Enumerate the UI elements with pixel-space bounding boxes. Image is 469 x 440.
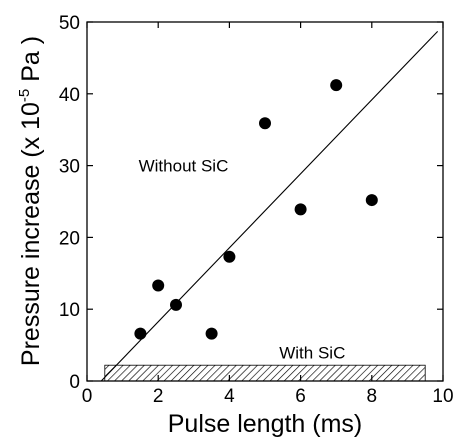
y-tick-label: 40 [59,85,80,106]
x-tick-label: 2 [153,386,164,407]
x-tick-label: 6 [295,386,306,407]
trend-line [100,30,439,382]
y-axis-title-exponent: -5 [16,89,33,102]
with-sic-hatched-band [104,364,426,382]
y-tick-label: 10 [59,300,80,321]
y-tick-label: 0 [69,372,80,393]
x-axis-title: Pulse length (ms) [168,410,363,438]
data-point [152,279,165,292]
data-point [330,79,343,92]
data-point [170,298,182,311]
data-point [365,194,378,207]
y-tick-label: 30 [59,157,80,178]
y-tick-label: 50 [59,13,80,34]
data-point [294,203,307,216]
y-axis-title: Pressure increase (x 10-5 Pa ) [16,36,45,366]
data-point [259,117,271,130]
data-point [223,250,236,263]
x-tick-label: 0 [82,386,93,407]
y-axis-title-main: Pressure increase (x 10 [17,102,45,366]
y-tick-label: 20 [59,228,80,249]
x-tick-label: 8 [367,386,378,407]
annotation-label: Without SiC [139,156,229,175]
y-axis-title-unit: Pa ) [17,36,45,89]
x-tick-label: 10 [432,386,453,407]
data-point [134,327,147,340]
data-point [205,327,218,340]
x-tick-label: 4 [224,386,235,407]
plot-frame [86,21,444,382]
annotation-label: With SiC [279,344,345,363]
